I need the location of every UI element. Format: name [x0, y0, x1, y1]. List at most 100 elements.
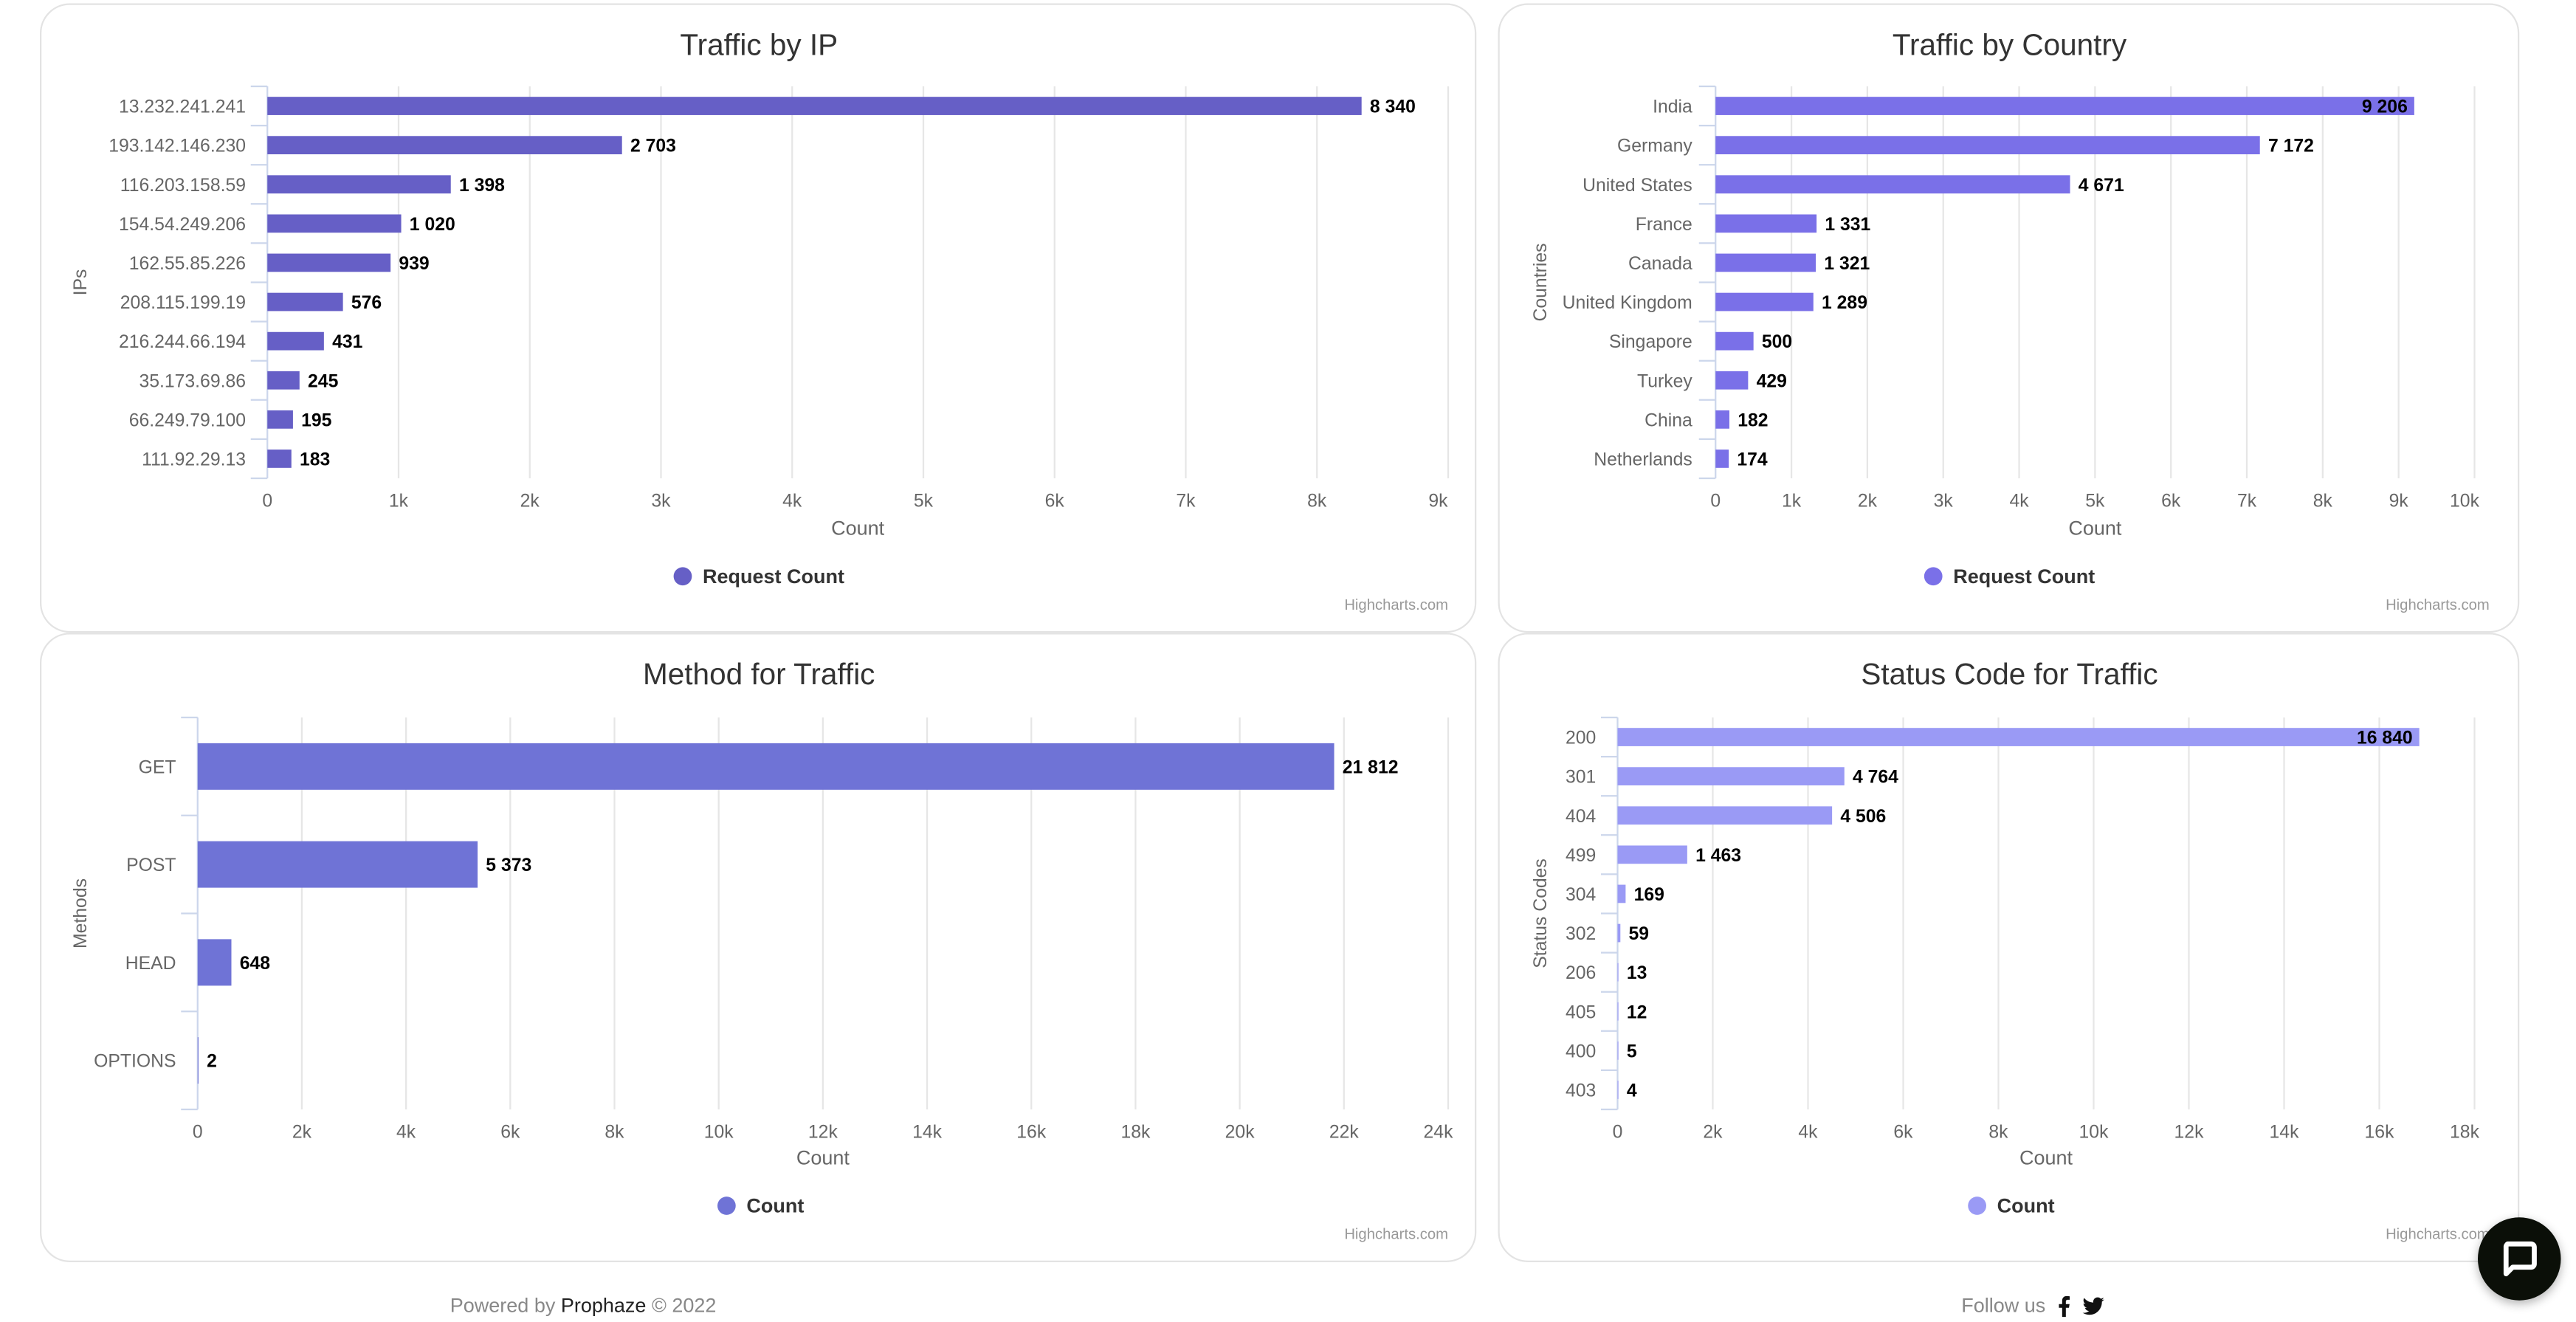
x-tick-label: 18k	[2450, 1122, 2480, 1142]
legend-item[interactable]: Count	[717, 1195, 804, 1217]
legend-symbol	[717, 1197, 736, 1215]
category-label: 111.92.29.13	[142, 450, 246, 469]
category-label: Turkey	[1637, 371, 1692, 391]
data-label: 12	[1627, 1002, 1647, 1022]
x-axis-title: Count	[831, 517, 885, 540]
data-label: 4 506	[1840, 807, 1886, 827]
data-label: 500	[1762, 332, 1792, 352]
data-label: 4	[1627, 1081, 1637, 1101]
bar[interactable]	[1617, 767, 1845, 786]
legend-item[interactable]: Request Count	[673, 565, 844, 588]
x-tick-label: 4k	[396, 1122, 416, 1142]
x-tick-label: 7k	[2237, 491, 2257, 511]
bar[interactable]	[1715, 450, 1729, 468]
category-label: 200	[1566, 729, 1596, 748]
category-label: Germany	[1617, 137, 1692, 156]
y-axis-title: IPs	[71, 269, 91, 296]
bar[interactable]	[267, 175, 451, 194]
category-label: United States	[1583, 176, 1692, 196]
data-label: 5 373	[486, 855, 531, 875]
bar[interactable]	[1715, 331, 1754, 351]
x-tick-label: 4k	[782, 491, 802, 511]
x-tick-label: 10k	[2450, 491, 2480, 511]
bar[interactable]	[1617, 1081, 1619, 1099]
bar[interactable]	[197, 743, 1335, 790]
bar[interactable]	[1617, 728, 2420, 746]
category-label: 216.244.66.194	[119, 332, 246, 352]
bar[interactable]	[1617, 845, 1687, 864]
x-axis-title: Count	[2068, 517, 2122, 540]
brand-link[interactable]: Prophaze	[560, 1293, 647, 1318]
x-tick-label: 8k	[605, 1122, 624, 1142]
bar[interactable]	[1617, 806, 1833, 825]
x-tick-label: 8k	[1307, 491, 1327, 511]
powered-by-text: Powered by	[450, 1293, 556, 1318]
bar[interactable]	[1715, 97, 2414, 115]
category-label: 405	[1566, 1002, 1596, 1022]
category-label: 66.249.79.100	[129, 410, 246, 430]
x-tick-label: 3k	[651, 491, 671, 511]
category-label: 35.173.69.86	[139, 371, 246, 391]
category-label: 301	[1566, 768, 1596, 788]
bar[interactable]	[197, 939, 232, 986]
bar[interactable]	[1617, 963, 1619, 982]
data-label: 4 671	[2079, 176, 2124, 196]
bar[interactable]	[267, 292, 343, 311]
x-tick-label: 24k	[1424, 1122, 1454, 1142]
legend-label: Request Count	[1953, 565, 2095, 588]
bar[interactable]	[1715, 214, 1817, 233]
x-tick-label: 7k	[1176, 491, 1196, 511]
chart-title: Method for Traffic	[643, 657, 875, 691]
highcharts-credit[interactable]: Highcharts.com	[1344, 1227, 1448, 1243]
footer-powered: Powered by Prophaze © 2022	[450, 1294, 717, 1318]
bar[interactable]	[267, 450, 292, 468]
bar[interactable]	[267, 214, 402, 233]
data-label: 7 172	[2268, 137, 2314, 156]
y-axis-title: Methods	[71, 878, 91, 949]
bar[interactable]	[197, 841, 478, 888]
bar[interactable]	[1617, 1041, 1619, 1060]
x-tick-label: 8k	[2313, 491, 2333, 511]
x-tick-label: 8k	[1988, 1122, 2008, 1142]
bar[interactable]	[267, 410, 293, 429]
bar[interactable]	[197, 1037, 199, 1084]
highcharts-credit[interactable]: Highcharts.com	[1344, 597, 1448, 613]
data-label: 195	[301, 410, 332, 430]
twitter-icon[interactable]	[2081, 1296, 2104, 1315]
category-label: Canada	[1628, 254, 1692, 274]
x-tick-label: 4k	[2009, 491, 2029, 511]
bar[interactable]	[1715, 175, 2070, 194]
bar[interactable]	[267, 97, 1362, 115]
bar[interactable]	[267, 136, 622, 155]
chart-title: Status Code for Traffic	[1861, 657, 2157, 691]
chart-3: Status Code for Traffic 0 2k 4k 6k 8k 10k 12k 14…	[1531, 657, 2490, 1242]
category-label: POST	[126, 855, 176, 875]
bar[interactable]	[267, 253, 391, 272]
bar[interactable]	[267, 371, 300, 390]
legend-item[interactable]: Count	[1968, 1195, 2055, 1217]
category-label: France	[1636, 215, 1692, 235]
legend-item[interactable]: Request Count	[1924, 565, 2095, 588]
bar[interactable]	[1715, 371, 1749, 390]
bar[interactable]	[267, 331, 324, 351]
bar[interactable]	[1715, 253, 1816, 272]
data-label: 183	[300, 450, 330, 469]
chart-2: Method for Traffic 0 2k 4k 6k 8k 10k 12k 14k 16k 1…	[71, 657, 1453, 1242]
highcharts-credit[interactable]: Highcharts.com	[2386, 1227, 2490, 1243]
bar[interactable]	[1617, 884, 1626, 903]
bar[interactable]	[1617, 923, 1621, 943]
facebook-icon[interactable]	[2057, 1295, 2070, 1317]
bar[interactable]	[1715, 410, 1729, 429]
highcharts-credit[interactable]: Highcharts.com	[2386, 597, 2490, 613]
chat-button[interactable]	[2478, 1217, 2561, 1301]
x-tick-label: 2k	[1858, 491, 1878, 511]
data-label: 2 703	[630, 137, 676, 156]
x-tick-label: 1k	[1782, 491, 1802, 511]
bar[interactable]	[1715, 292, 1814, 311]
bar[interactable]	[1617, 1002, 1619, 1021]
data-label: 59	[1629, 924, 1650, 944]
data-label: 1 289	[1822, 293, 1867, 313]
category-label: United Kingdom	[1563, 293, 1692, 313]
bar[interactable]	[1715, 136, 2260, 155]
legend-symbol	[1924, 567, 1943, 586]
